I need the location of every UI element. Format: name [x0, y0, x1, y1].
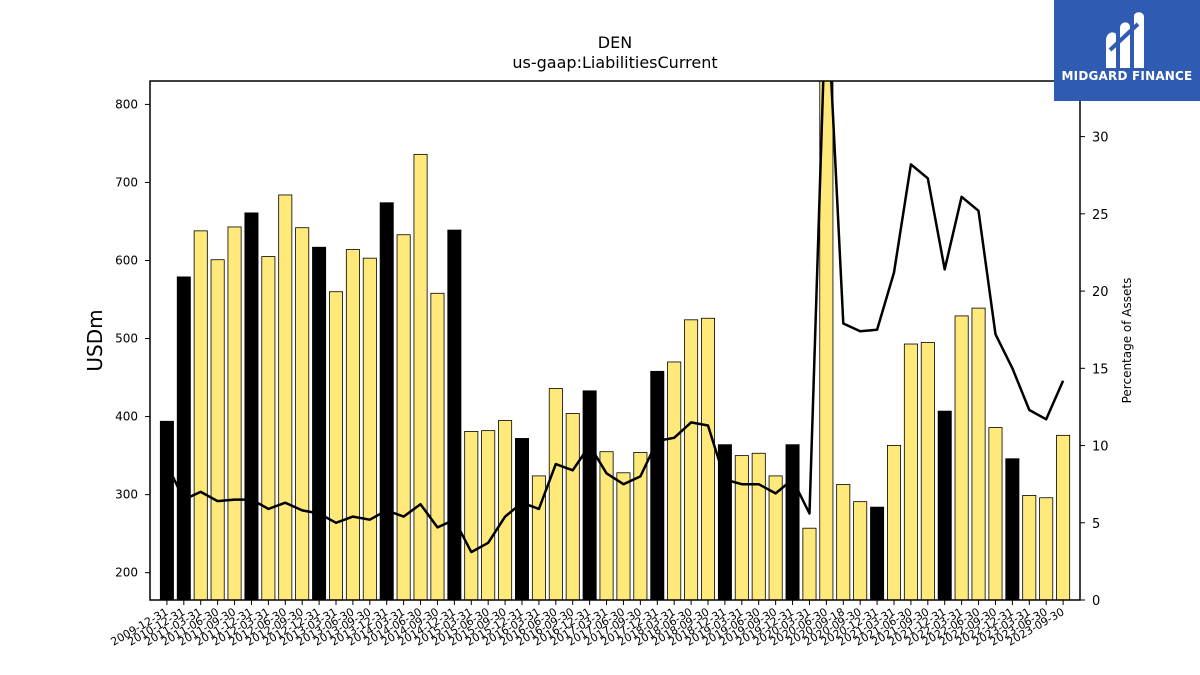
bar — [667, 361, 682, 600]
bar — [1039, 497, 1054, 600]
bar — [684, 319, 699, 600]
bar — [751, 452, 766, 600]
bar — [582, 390, 597, 600]
bar — [396, 234, 411, 600]
bar — [176, 276, 191, 600]
bar — [937, 410, 952, 600]
bar — [447, 229, 462, 600]
bar — [1005, 458, 1020, 600]
bar — [565, 413, 580, 600]
bar — [210, 259, 225, 600]
bar — [261, 256, 276, 600]
brand-logo: MIDGARD FINANCE — [1054, 0, 1200, 101]
bar — [599, 451, 614, 600]
bar — [379, 202, 394, 600]
chart-subtitle: us-gaap:LiabilitiesCurrent — [512, 53, 718, 72]
bar — [853, 501, 868, 600]
bar — [1022, 495, 1037, 600]
bar — [548, 388, 563, 600]
bar — [836, 484, 851, 600]
bar — [515, 438, 529, 600]
bar — [887, 445, 901, 600]
y2-tick-label: 10 — [1092, 440, 1109, 455]
y2-tick-label: 20 — [1092, 285, 1109, 300]
chart-title: DEN — [597, 33, 633, 52]
y-tick-label: 800 — [115, 97, 138, 111]
y2-tick-label: 30 — [1092, 131, 1109, 146]
y-tick-label: 400 — [115, 410, 138, 424]
bar — [785, 444, 800, 600]
bar — [481, 430, 496, 600]
y2-tick-label: 15 — [1092, 362, 1109, 377]
y2-axis-label: Percentage of Assets — [1120, 278, 1134, 404]
y-tick-label: 200 — [115, 566, 138, 580]
y-tick-label: 300 — [115, 488, 138, 502]
logo-mark-icon — [1106, 12, 1144, 68]
bar — [802, 527, 817, 600]
bar — [244, 212, 259, 600]
bar — [920, 342, 935, 600]
bar — [616, 472, 631, 600]
bar — [870, 506, 885, 600]
line-group — [165, 81, 1065, 554]
percentage-line — [165, 81, 1065, 554]
bar — [1056, 434, 1071, 600]
bar — [734, 455, 749, 600]
bar — [954, 315, 969, 600]
bar — [345, 249, 360, 600]
bar — [988, 427, 1003, 600]
bars-group — [159, 81, 1071, 600]
bar — [498, 420, 513, 600]
bar — [295, 227, 310, 600]
bar — [159, 420, 174, 600]
bar — [633, 452, 648, 600]
bar — [362, 257, 377, 600]
logo-text: MIDGARD FINANCE — [1061, 69, 1193, 83]
bar — [227, 226, 242, 600]
bar — [430, 292, 445, 600]
bar — [701, 317, 715, 600]
y-tick-label: 600 — [115, 254, 138, 268]
y-tick-label: 700 — [115, 175, 138, 189]
bar — [413, 153, 428, 600]
y-axis-label: USDm — [83, 309, 107, 371]
y2-tick-label: 5 — [1092, 517, 1100, 532]
bar — [903, 343, 918, 600]
y-tick-label: 500 — [115, 332, 138, 346]
bar — [193, 230, 208, 600]
bar — [278, 194, 293, 600]
y2-tick-label: 25 — [1092, 208, 1109, 223]
bar — [650, 370, 665, 600]
bar — [329, 291, 343, 600]
plot-frame — [149, 80, 1081, 601]
y2-tick-label: 0 — [1092, 594, 1100, 609]
bar — [464, 431, 479, 600]
bar — [971, 307, 986, 600]
bar — [312, 246, 327, 600]
